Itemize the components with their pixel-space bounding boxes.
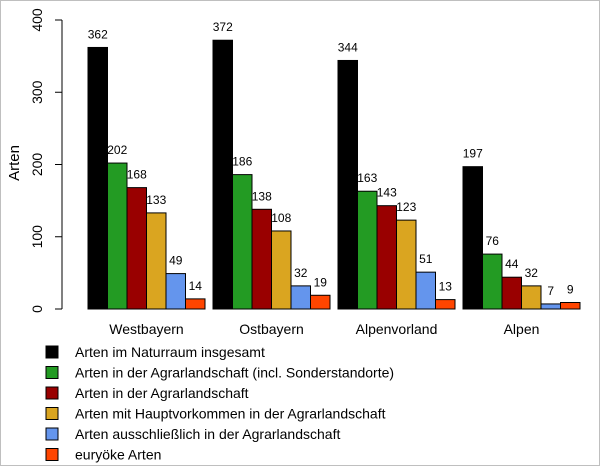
legend-entry: Arten ausschließlich in der Agrarlandsch… [75,426,340,442]
category-label: Alpenvorland [356,321,438,337]
bar [212,39,233,310]
bar [357,190,378,310]
legend-swatch [45,366,59,379]
legend-swatch [45,427,59,441]
bar-value-label: 372 [213,20,233,34]
y-axis-title: Arten [6,145,23,181]
y-tick-label: 100 [29,225,45,249]
bar [107,162,128,310]
bar-value-label: 123 [396,200,416,214]
bar [290,285,311,310]
bar [396,219,417,310]
legend-swatch [45,386,59,400]
y-tick-label: 0 [29,305,45,313]
bar-value-label: 32 [294,266,308,280]
bar [560,301,581,310]
bar [146,212,167,310]
bar-value-label: 202 [107,143,127,157]
bar-value-label: 197 [463,147,483,161]
bar-value-label: 49 [169,254,183,268]
bar [482,253,503,310]
bar-value-label: 19 [314,275,328,289]
bar [271,230,292,310]
bars [87,39,581,310]
legend-entry: euryöke Arten [75,447,161,463]
category-label: Westbayern [109,321,183,337]
bar-value-label: 13 [439,280,453,294]
bar [337,59,358,310]
legend: Arten im Naturraum insgesamt Arten in der… [45,344,394,463]
bar [185,298,206,310]
legend-entry: Arten in der Agrarlandschaft (incl. Sond… [75,365,394,381]
legend-swatch [45,448,59,461]
bar-value-label: 14 [189,279,203,293]
bar [251,208,272,310]
bar [501,276,522,310]
category-label: Ostbayern [239,321,304,337]
bar-value-label: 138 [252,189,272,203]
bar-value-label: 362 [88,27,108,41]
category-labels: Westbayern Ostbayern Alpenvorland Alpen [109,321,539,337]
bar-value-label: 7 [547,284,554,298]
bar [165,273,186,310]
bar-value-label: 143 [377,186,397,200]
legend-swatch [45,407,59,420]
bar [126,187,147,310]
bar-value-label: 9 [567,282,574,296]
bar [435,299,456,310]
bar [87,46,108,310]
bar-value-label: 44 [505,257,519,271]
bar-value-label: 344 [338,40,358,54]
bar-value-label: 32 [525,266,539,280]
bar-value-label: 51 [419,252,433,266]
bar-value-label: 168 [127,168,147,182]
bar [415,271,436,310]
legend-swatch [45,345,59,359]
category-label: Alpen [504,321,540,337]
bar [540,303,561,310]
legend-entry: Arten im Naturraum insgesamt [75,344,265,360]
bar [310,294,331,310]
bar [376,205,397,310]
y-axis: 0 100 200 300 400 [29,8,63,313]
bar [521,285,542,310]
bar-value-label: 76 [486,234,500,248]
y-tick-label: 400 [29,8,45,32]
bar-value-label: 186 [232,155,252,169]
bar-value-label: 163 [357,171,377,185]
legend-entry: Arten in der Agrarlandschaft [75,385,249,401]
bar [232,174,253,310]
legend-entry: Arten mit Hauptvorkommen in der Agrarlan… [75,406,386,422]
bar [462,166,483,310]
y-tick-label: 300 [29,80,45,104]
bar-value-label: 133 [146,193,166,207]
y-tick-label: 200 [29,153,45,177]
bar-value-label: 108 [271,211,291,225]
